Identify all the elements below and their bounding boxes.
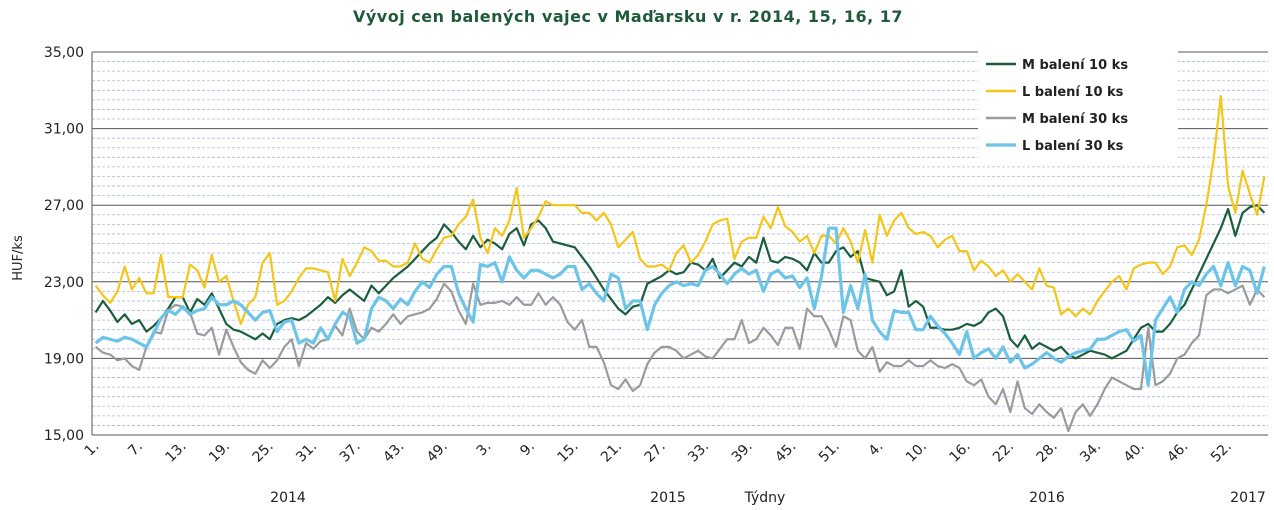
chart-title: Vývoj cen balených vajec v Maďarsku v r.…	[353, 7, 903, 26]
x-tick-label: 39.	[729, 439, 756, 466]
x-tick-label: 51.	[816, 439, 843, 466]
x-tick-label: 33.	[685, 439, 712, 466]
year-label: 2014	[270, 490, 306, 506]
x-tick-label: 52.	[1208, 439, 1235, 466]
x-tick-label: 46.	[1164, 439, 1191, 466]
y-tick-label: 35,00	[44, 45, 84, 61]
y-axis-label: HUF/ks	[11, 235, 26, 281]
x-tick-label: 7.	[125, 439, 146, 460]
x-tick-label: 15.	[555, 439, 582, 466]
legend-label: M balení 10 ks	[1022, 58, 1128, 73]
x-tick-label: 1.	[82, 439, 103, 460]
x-tick-label: 43.	[380, 439, 407, 466]
x-tick-label: 25.	[250, 439, 277, 466]
x-tick-label: 37.	[337, 439, 364, 466]
y-tick-label: 15,00	[44, 428, 84, 444]
x-tick-label: 49.	[424, 439, 451, 466]
year-label: 2015	[650, 490, 686, 506]
legend-label: L balení 30 ks	[1022, 139, 1124, 154]
x-tick-label: 21.	[598, 439, 625, 466]
series-line	[94, 226, 1266, 387]
x-tick-label: 4.	[866, 439, 887, 460]
y-tick-label: 27,00	[44, 198, 84, 214]
x-tick-label: 19.	[206, 439, 233, 466]
y-tick-label: 19,00	[44, 351, 84, 367]
x-tick-label: 16.	[947, 439, 974, 466]
y-tick-label: 31,00	[44, 122, 84, 138]
year-label: 2016	[1029, 490, 1065, 506]
x-tick-label: 34.	[1077, 439, 1104, 466]
x-axis-label: Týdny	[744, 490, 786, 506]
legend-label: M balení 30 ks	[1022, 112, 1128, 127]
series-line	[94, 94, 1266, 326]
x-tick-label: 28.	[1034, 439, 1061, 466]
x-tick-label: 22.	[990, 439, 1017, 466]
y-tick-label: 23,00	[44, 275, 84, 291]
x-tick-label: 13.	[163, 439, 190, 466]
x-tick-label: 40.	[1121, 439, 1148, 466]
series-line	[94, 282, 1266, 433]
x-tick-label: 3.	[474, 439, 495, 460]
legend-label: L balení 10 ks	[1022, 85, 1124, 100]
x-tick-label: 9.	[517, 439, 538, 460]
x-tick-label: 31.	[293, 439, 320, 466]
x-tick-label: 45.	[772, 439, 799, 466]
x-tick-label: 10.	[903, 439, 930, 466]
x-tick-label: 27.	[642, 439, 669, 466]
year-label: 2017	[1230, 490, 1266, 506]
